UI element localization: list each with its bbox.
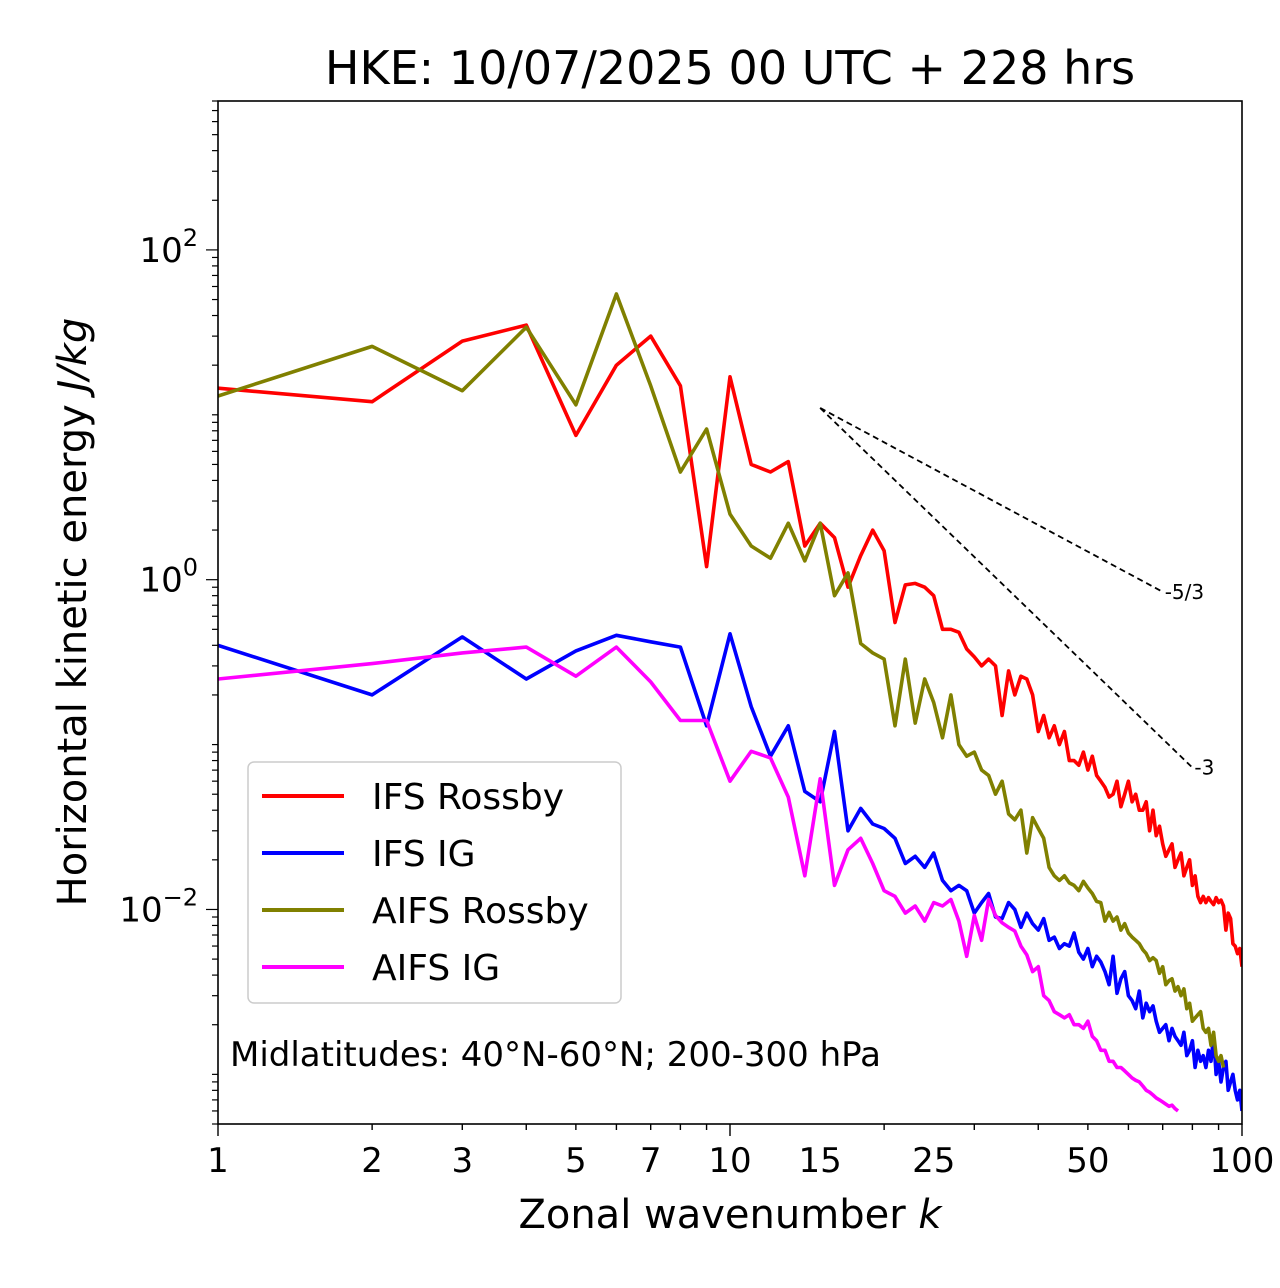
y-axis-label-unit: J/kg <box>50 318 96 399</box>
slope-line-3 <box>819 407 1194 769</box>
x-tick-label: 100 <box>1210 1141 1275 1181</box>
x-tick-label: 3 <box>451 1141 473 1181</box>
reference-slope-lines: -5/3 -3 <box>819 407 1214 780</box>
legend-box <box>247 761 622 1004</box>
legend-label-ifs-ig: IFS IG <box>372 834 476 875</box>
x-tick-label: 7 <box>640 1141 662 1181</box>
series-line-ifs-rossby <box>218 323 1242 967</box>
x-tick-label: 10 <box>708 1141 751 1181</box>
x-axis-ticks: 1 2 3 5 7 10 15 25 50 100 <box>207 1124 1274 1181</box>
y-axis-ticks: 102 100 10−2 <box>119 100 218 1125</box>
slope-label-5-3: -5/3 <box>1165 580 1204 604</box>
x-tick-label: 15 <box>799 1141 842 1181</box>
y-axis-label-text: Horizontal kinetic energy <box>50 392 96 907</box>
legend-label-aifs-rossby: AIFS Rossby <box>372 891 589 932</box>
x-axis-label: Zonal wavenumber k <box>518 1192 943 1238</box>
x-tick-label: 25 <box>912 1141 955 1181</box>
y-tick-label: 100 <box>139 554 198 601</box>
y-axis-label: Horizontal kinetic energy J/kg <box>50 318 96 907</box>
chart-title: HKE: 10/07/2025 00 UTC + 228 hrs <box>325 41 1135 95</box>
legend-label-aifs-ig: AIFS IG <box>372 948 500 989</box>
x-tick-label: 50 <box>1066 1141 1109 1181</box>
slope-label-3: -3 <box>1194 756 1214 780</box>
x-axis-label-variable: k <box>918 1192 943 1238</box>
x-tick-label: 5 <box>565 1141 587 1181</box>
y-tick-label: 10−2 <box>119 883 198 930</box>
series-line-aifs-rossby <box>218 292 1226 1068</box>
legend-label-ifs-rossby: IFS Rossby <box>372 777 564 818</box>
x-tick-label: 1 <box>207 1141 229 1181</box>
series-line-aifs-ig <box>218 645 1180 1113</box>
y-tick-label: 102 <box>139 224 198 271</box>
legend: IFS Rossby IFS IG AIFS Rossby AIFS IG <box>247 761 622 1004</box>
region-annotation: Midlatitudes: 40°N-60°N; 200-300 hPa <box>230 1035 881 1075</box>
series-layer <box>218 292 1242 1113</box>
x-axis-label-text: Zonal wavenumber <box>518 1192 918 1238</box>
legend-items: IFS Rossby IFS IG AIFS Rossby AIFS IG <box>262 777 589 989</box>
series-line-ifs-ig <box>218 631 1242 1112</box>
slope-line-5-3 <box>819 407 1164 593</box>
x-tick-label: 2 <box>361 1141 383 1181</box>
